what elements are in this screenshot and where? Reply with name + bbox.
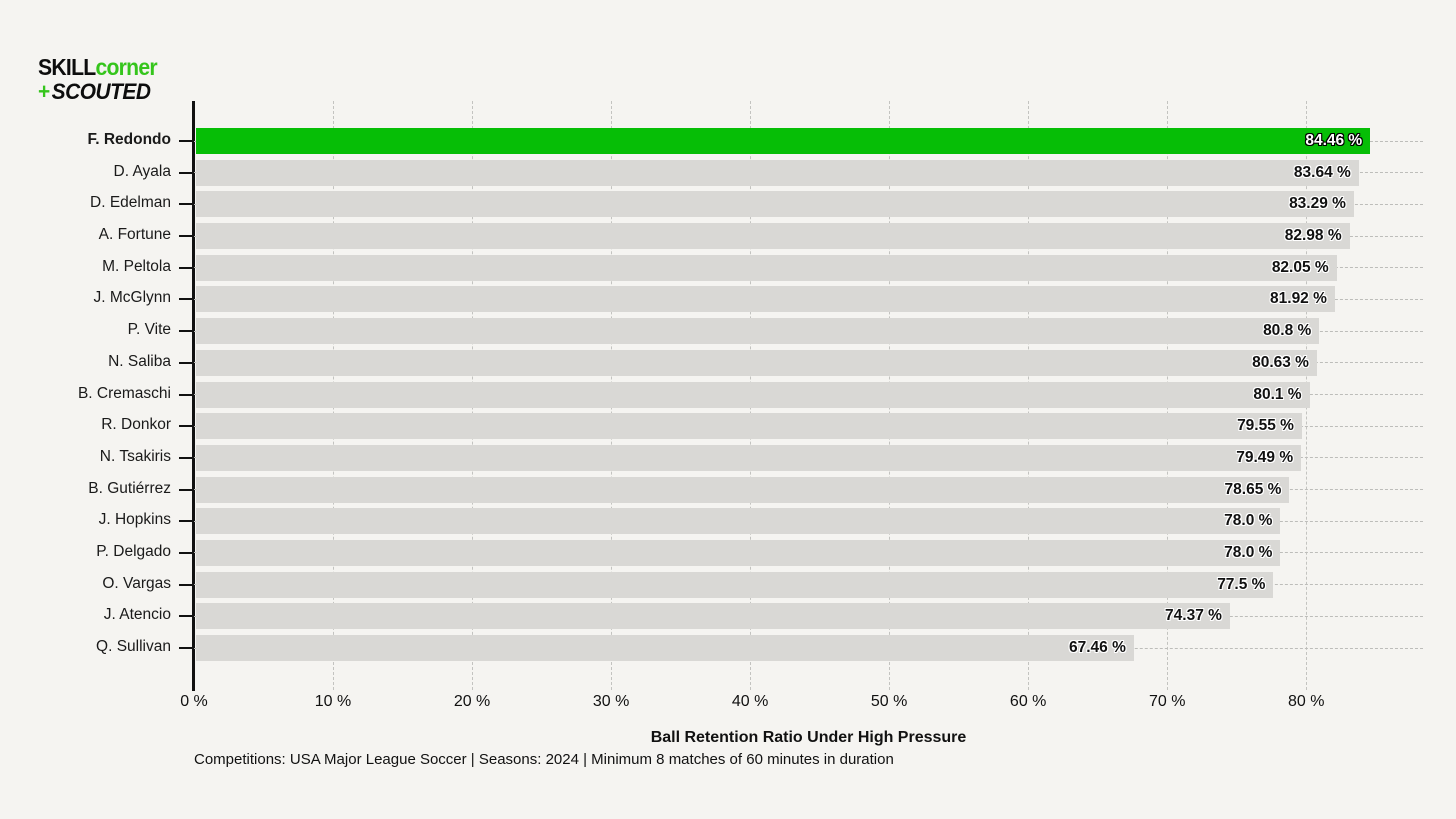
bar-value-label: 82.05 % — [1271, 258, 1329, 276]
player-label: J. Hopkins — [98, 511, 171, 529]
x-tick-label: 20 % — [453, 693, 491, 710]
bar-row: 80.8 % — [196, 318, 1320, 345]
bar-value-label: 83.29 % — [1289, 195, 1346, 213]
y-tick — [179, 330, 193, 333]
bar-row: 82.98 % — [196, 223, 1350, 250]
bar-row: 82.05 % — [196, 254, 1337, 281]
player-label: B. Gutiérrez — [88, 479, 171, 497]
bar-value-label: 81.92 % — [1270, 290, 1327, 308]
bar-row: 78.0 % — [196, 539, 1281, 566]
bar-value-label: 84.46 % — [1305, 132, 1363, 149]
bar-value-label: 78.0 % — [1224, 543, 1273, 561]
y-tick — [179, 520, 193, 523]
player-label: A. Fortune — [98, 226, 171, 244]
player-label: Q. Sullivan — [96, 638, 171, 656]
x-tick-label: 30 % — [592, 693, 630, 710]
logo-line2: +SCOUTED — [38, 81, 161, 103]
y-tick — [179, 235, 193, 238]
logo-plus-icon: + — [38, 79, 50, 104]
bar-value-label: 67.46 % — [1068, 639, 1126, 657]
bar-row: 74.37 % — [196, 603, 1230, 630]
bar-value-label: 83.64 % — [1293, 163, 1351, 181]
bar-row: 79.55 % — [196, 413, 1302, 440]
bar-value-label: 80.63 % — [1252, 353, 1309, 371]
player-label: D. Edelman — [90, 194, 171, 212]
y-tick — [179, 583, 193, 586]
logo-skill-text: SKILL — [38, 54, 96, 80]
bar-value-label: 78.0 % — [1224, 512, 1273, 530]
x-tick-label: 50 % — [870, 693, 908, 710]
bar-value-label: 80.8 % — [1263, 322, 1312, 340]
player-label: R. Donkor — [101, 416, 171, 434]
y-tick — [179, 298, 193, 301]
y-tick — [179, 393, 193, 396]
y-tick — [179, 456, 193, 459]
x-tick-label: 70 % — [1148, 693, 1186, 710]
bar-row: 83.29 % — [196, 191, 1354, 218]
player-label: N. Tsakiris — [99, 447, 171, 465]
bar-value-label: 77.5 % — [1217, 575, 1266, 593]
bar-value-label: 79.49 % — [1236, 448, 1294, 466]
y-tick — [179, 266, 193, 269]
player-label: O. Vargas — [102, 574, 171, 592]
bar-row: 80.63 % — [196, 349, 1317, 376]
bar-highlighted: 84.46 % — [196, 128, 1371, 154]
player-label: F. Redondo — [87, 131, 171, 148]
player-label: J. McGlynn — [93, 289, 171, 307]
bar-row: 79.49 % — [196, 444, 1302, 471]
chart-footnote: Competitions: USA Major League Soccer | … — [194, 751, 894, 768]
bar-value-label: 80.1 % — [1253, 385, 1302, 403]
player-label: M. Peltola — [102, 257, 171, 275]
logo-line1: SKILLcorner — [38, 54, 158, 80]
y-axis-line — [192, 101, 195, 691]
bar-value-label: 74.37 % — [1165, 607, 1222, 625]
y-tick — [179, 551, 193, 554]
bar-row: 80.1 % — [196, 381, 1310, 408]
x-tick-label: 40 % — [731, 693, 769, 710]
bar-value-label: 82.98 % — [1284, 227, 1342, 245]
bar-value-label: 79.55 % — [1237, 417, 1294, 435]
x-axis-title: Ball Retention Ratio Under High Pressure — [650, 729, 967, 746]
bar-row: 78.65 % — [196, 476, 1290, 503]
bar-row: 83.64 % — [196, 159, 1359, 186]
bar-row: 77.5 % — [196, 571, 1274, 598]
bar-row: 78.0 % — [196, 508, 1281, 535]
player-label: D. Ayala — [113, 162, 171, 180]
x-tick-label: 60 % — [1009, 693, 1047, 710]
y-tick — [179, 647, 193, 650]
y-tick — [179, 203, 193, 206]
y-tick — [179, 171, 193, 174]
bar-row: 67.46 % — [196, 635, 1134, 662]
y-tick — [179, 615, 193, 618]
player-label: B. Cremaschi — [77, 384, 171, 402]
y-tick — [179, 361, 193, 364]
logo-corner-text: corner — [95, 54, 157, 80]
x-tick-label: 10 % — [314, 693, 352, 710]
y-tick — [179, 140, 193, 142]
bar-row: 81.92 % — [196, 286, 1335, 313]
bar-value-label: 78.65 % — [1224, 480, 1282, 498]
player-label: P. Vite — [127, 321, 171, 339]
logo-scouted-text: SCOUTED — [51, 79, 151, 104]
x-tick-label: 0 % — [180, 693, 208, 710]
player-label: P. Delgado — [96, 542, 171, 560]
y-tick — [179, 425, 193, 428]
player-label: N. Saliba — [108, 352, 171, 370]
x-tick-label: 80 % — [1287, 693, 1325, 710]
player-label: J. Atencio — [103, 606, 171, 624]
y-tick — [179, 488, 193, 491]
skillcorner-scouted-logo: SKILLcorner +SCOUTED — [38, 56, 167, 103]
